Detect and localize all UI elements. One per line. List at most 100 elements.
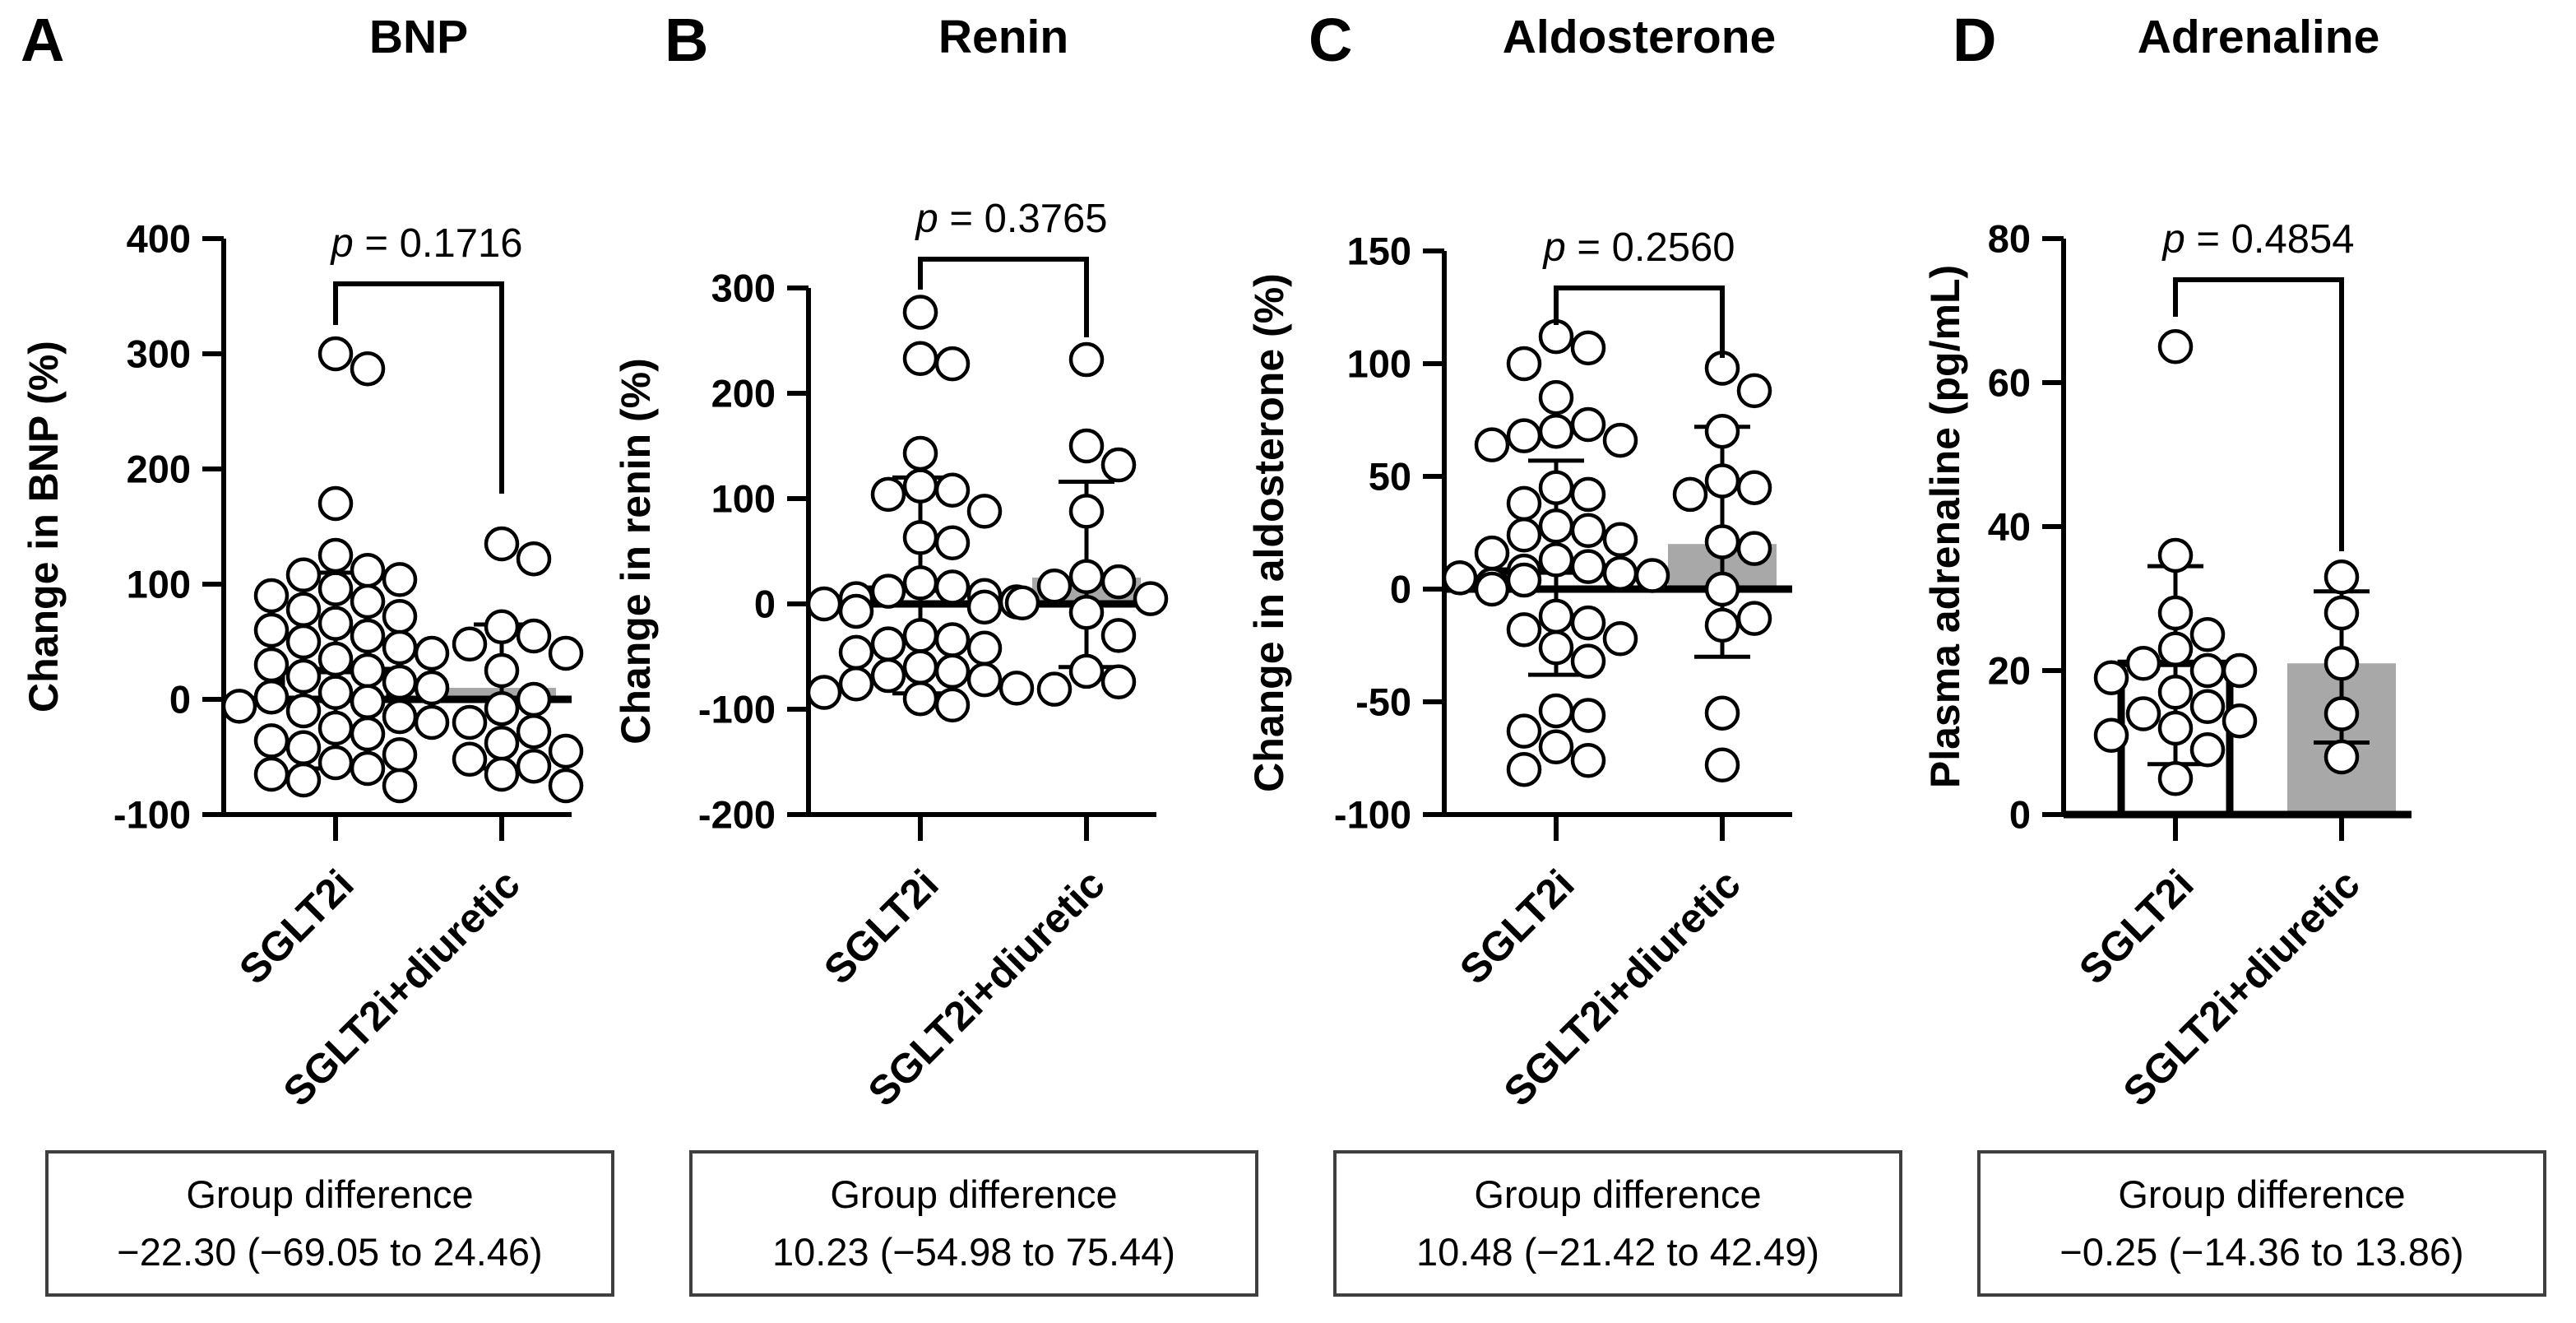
data-point — [285, 658, 322, 694]
y-axis-title: Change in aldosterone (%) — [1246, 273, 1292, 792]
data-point — [1570, 605, 1606, 641]
data-point — [350, 350, 386, 387]
y-tick-label: 400 — [127, 217, 191, 261]
y-tick-label: 40 — [1988, 505, 2031, 549]
data-point — [838, 666, 874, 702]
p-symbol: p — [915, 197, 938, 241]
data-point — [1602, 422, 1638, 458]
y-tick-label: 100 — [127, 563, 191, 606]
data-point — [902, 435, 938, 471]
data-point — [484, 609, 520, 645]
y-axis-title: Plasma adrenaline (pg/mL) — [1922, 265, 1968, 788]
data-point — [966, 494, 1003, 529]
data-point — [317, 606, 354, 641]
data-point — [452, 741, 488, 778]
data-point — [1506, 346, 1542, 382]
data-point — [1570, 643, 1606, 679]
y-tick-label: -100 — [698, 688, 776, 731]
data-point — [1736, 373, 1772, 409]
group-difference-box-aldosterone: Group difference 10.48 (−21.42 to 42.49) — [1333, 1150, 1902, 1297]
data-point — [2125, 696, 2161, 731]
data-point — [2323, 595, 2360, 631]
group-difference-value: −0.25 (−14.36 to 13.86) — [2059, 1230, 2464, 1274]
data-point — [902, 649, 938, 685]
data-point — [1036, 568, 1073, 604]
data-point — [2323, 559, 2360, 595]
data-point — [1068, 594, 1105, 630]
data-point — [414, 704, 450, 740]
data-point — [1570, 330, 1606, 366]
data-point — [350, 618, 386, 654]
data-point — [516, 713, 552, 750]
data-point — [1133, 581, 1169, 616]
data-point — [317, 675, 354, 710]
y-tick-label: 100 — [1347, 342, 1411, 386]
data-point — [1538, 379, 1574, 415]
data-point — [2157, 537, 2194, 573]
data-point — [285, 592, 322, 628]
significance-bracket — [2173, 277, 2344, 551]
data-point — [934, 525, 971, 561]
data-point — [966, 662, 1003, 698]
p-value-aldosterone: p = 0.2560 — [1466, 225, 1812, 271]
data-point — [452, 626, 488, 662]
data-point — [2323, 646, 2360, 681]
data-point — [1704, 524, 1740, 559]
y-tick-label: 0 — [169, 678, 191, 722]
data-point — [1538, 598, 1574, 634]
data-point — [382, 699, 418, 735]
data-point — [317, 571, 354, 606]
y-tick-label: 200 — [127, 448, 191, 491]
data-point — [516, 748, 552, 784]
data-point — [1100, 564, 1137, 600]
panel-letter-a: A — [21, 6, 65, 74]
data-point — [253, 723, 290, 759]
data-point — [221, 689, 257, 724]
panel-title-bnp: BNP — [368, 11, 469, 63]
y-tick-label: 0 — [1390, 568, 1411, 611]
data-point — [1068, 494, 1105, 529]
data-point — [1506, 517, 1542, 553]
data-point — [902, 341, 938, 377]
group-difference-heading: Group difference — [830, 1172, 1118, 1216]
data-point — [285, 762, 322, 798]
data-point — [1100, 664, 1137, 699]
data-point — [1704, 571, 1740, 607]
p-value-text: = 0.3765 — [938, 197, 1108, 241]
data-point — [285, 624, 322, 660]
data-point — [1506, 485, 1542, 522]
y-tick-label: -100 — [1334, 793, 1411, 837]
data-point — [1634, 558, 1670, 593]
group-difference-box-bnp: Group difference −22.30 (−69.05 to 24.46… — [45, 1150, 614, 1297]
y-tick-label: 50 — [1369, 455, 1411, 499]
group-difference-heading: Group difference — [2118, 1172, 2406, 1216]
data-point — [1570, 406, 1606, 443]
data-point — [2157, 761, 2194, 796]
data-point — [1506, 751, 1542, 787]
data-point — [317, 745, 354, 781]
data-point — [934, 622, 971, 657]
data-point — [2157, 595, 2194, 631]
data-point — [2157, 631, 2194, 666]
y-tick-label: -100 — [114, 793, 191, 837]
data-point — [934, 569, 971, 605]
data-point — [516, 618, 552, 654]
y-axis-title: Change in renin (%) — [613, 358, 659, 744]
data-point — [382, 736, 418, 773]
data-point — [484, 725, 520, 761]
p-symbol: p — [331, 221, 354, 266]
data-point — [2222, 652, 2258, 689]
data-point — [934, 653, 971, 689]
data-point — [2093, 717, 2129, 753]
data-point — [1736, 470, 1772, 505]
data-point — [1704, 747, 1740, 782]
data-point — [253, 679, 290, 715]
data-point — [350, 652, 386, 689]
panel-letter-b: B — [665, 6, 709, 74]
data-point — [317, 485, 354, 522]
data-point — [317, 641, 354, 677]
data-point — [1570, 513, 1606, 549]
group-difference-value: 10.23 (−54.98 to 75.44) — [772, 1230, 1175, 1274]
data-point — [870, 476, 906, 513]
y-tick-label: 20 — [1988, 649, 2031, 693]
